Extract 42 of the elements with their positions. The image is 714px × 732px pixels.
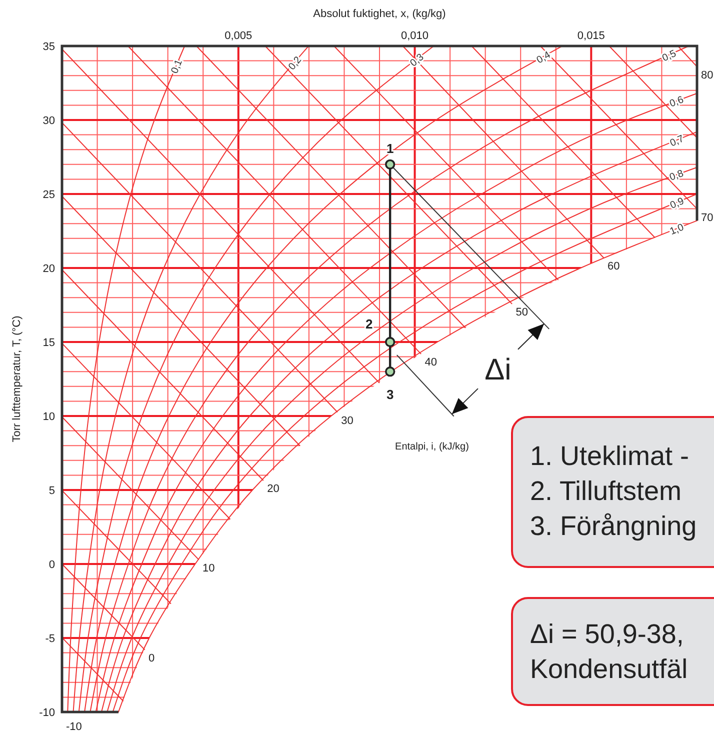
annotation: Δi [484,353,512,386]
series-label: 30 [341,414,354,427]
text: 0,6 [668,94,686,110]
annotation: Entalpi, i, (kJ/kg) [395,442,469,452]
series-label: 10 [202,562,215,574]
y-tick-label: -5 [45,632,55,645]
x-tick-label: 0,010 [401,30,429,42]
y-tick-label: 0 [48,558,55,571]
y-tick-label: 30 [42,114,55,127]
y-axis-title: Torr lufttemperatur, T, (°C) [11,316,23,442]
series-label: 0 [148,652,155,665]
text: 0,3 [408,52,426,70]
series-label: 50 [516,306,528,319]
text: 1,0 [668,222,686,238]
text: 0,8 [668,168,686,184]
text: -10 [66,720,82,732]
text: 0,5 [660,48,678,64]
y-tick-label: -10 [39,706,55,719]
y-tick-label: 35 [42,40,55,53]
series-label: 20 [267,483,280,496]
text-box: Δi = 50,9-38, Kondensutfäl [511,597,714,706]
series-label: 60 [608,260,620,273]
x-axis-title: Absolut fuktighet, x, (kg/kg) [313,8,446,20]
y-tick-label: 25 [42,188,55,201]
y-tick-label: 10 [42,410,55,423]
text: 0,9 [668,196,686,212]
series-label: 70 [701,212,714,224]
series-label: 40 [424,356,438,369]
x-tick-label: 0,015 [577,30,605,42]
annotation: 1. Uteklimat - 2. Tilluftstem 3. Förångning [530,441,697,541]
y-tick-label: 15 [42,336,55,349]
text: 0,7 [668,133,686,150]
annotation: 3 [386,387,394,402]
y-tick-label: 5 [48,484,55,497]
x-tick-label: 0,005 [224,30,252,42]
annotation: Δi = 50,9-38, Kondensutfäl [530,619,688,684]
text: 0,2 [286,54,304,72]
y-tick-label: 20 [42,262,55,275]
text: 0,4 [534,50,553,66]
text: 0,1 [170,58,186,76]
text-box: 1. Uteklimat - 2. Tilluftstem 3. Förångning [511,416,714,568]
series-label: 80 [701,70,714,82]
